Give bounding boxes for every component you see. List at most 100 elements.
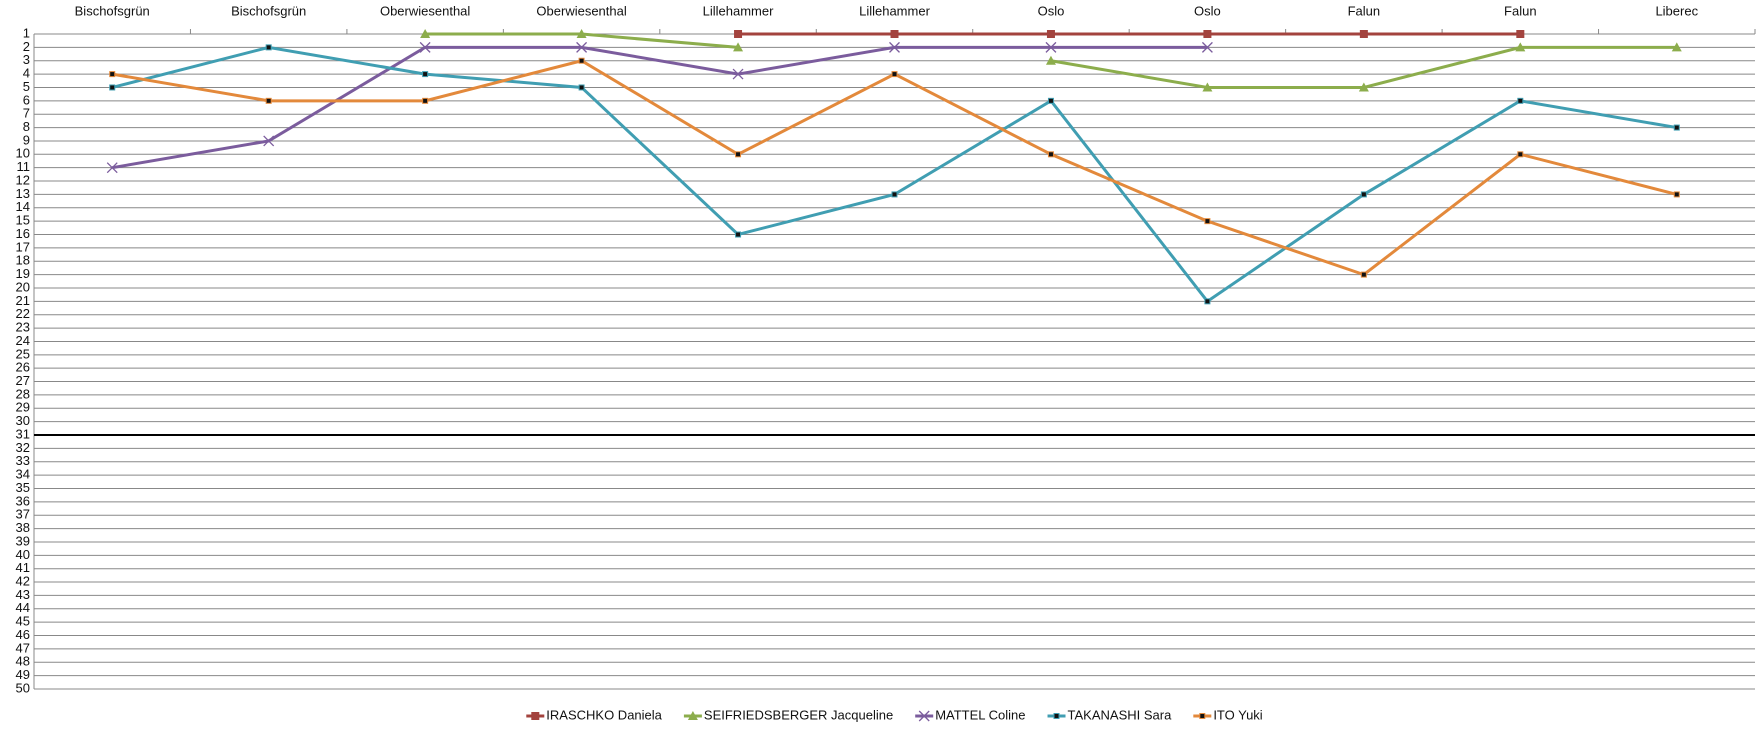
marker — [1515, 42, 1526, 52]
x-tick-label: Bischofsgrün — [75, 3, 150, 18]
marker — [1046, 30, 1055, 38]
y-tick-label: 11 — [17, 159, 31, 174]
y-tick-label: 47 — [16, 640, 30, 655]
marker — [109, 84, 116, 91]
marker — [106, 162, 118, 174]
marker — [578, 84, 585, 91]
marker — [420, 29, 431, 38]
x-tick-label: Oberwiesenthal — [380, 3, 470, 18]
y-tick-label: 6 — [23, 92, 30, 107]
legend-label: MATTEL Coline — [935, 707, 1025, 722]
marker — [531, 712, 540, 720]
y-tick-label: 48 — [16, 654, 30, 669]
marker — [890, 30, 899, 38]
y-tick-label: 14 — [16, 199, 30, 214]
marker — [265, 44, 272, 51]
marker — [422, 97, 429, 104]
y-tick-label: 42 — [16, 573, 30, 588]
y-tick-label: 27 — [16, 373, 30, 388]
y-tick-label: 37 — [16, 507, 30, 522]
marker — [735, 151, 742, 158]
marker — [1047, 151, 1054, 158]
legend-label: ITO Yuki — [1213, 707, 1262, 722]
y-tick-label: 15 — [16, 213, 30, 228]
y-tick-label: 40 — [16, 547, 30, 562]
marker — [891, 191, 898, 198]
y-tick-label: 2 — [23, 39, 30, 54]
y-tick-label: 18 — [16, 253, 30, 268]
marker — [1360, 191, 1367, 198]
marker — [732, 68, 744, 80]
y-tick-label: 43 — [16, 587, 30, 602]
marker — [1517, 151, 1524, 158]
y-tick-label: 20 — [16, 279, 30, 294]
marker — [1517, 97, 1524, 104]
marker — [1673, 124, 1680, 131]
y-tick-label: 35 — [16, 480, 30, 495]
y-tick-label: 1 — [23, 25, 30, 40]
marker — [891, 71, 898, 78]
y-tick-label: 30 — [16, 413, 30, 428]
y-tick-label: 46 — [16, 627, 30, 642]
marker — [422, 71, 429, 78]
marker — [1671, 42, 1682, 52]
marker — [1516, 30, 1525, 38]
y-tick-label: 19 — [16, 266, 30, 281]
y-tick-label: 21 — [16, 293, 30, 308]
marker — [735, 231, 742, 238]
marker — [109, 71, 116, 78]
y-tick-label: 13 — [16, 186, 30, 201]
y-tick-label: 25 — [16, 346, 30, 361]
marker — [734, 30, 743, 38]
marker — [578, 57, 585, 64]
y-tick-label: 31 — [16, 426, 30, 441]
marker — [687, 711, 698, 720]
marker — [1204, 298, 1211, 305]
marker — [1053, 713, 1060, 719]
x-tick-label: Oberwiesenthal — [536, 3, 626, 18]
y-tick-label: 3 — [23, 52, 30, 67]
x-tick-label: Lillehammer — [859, 3, 930, 18]
marker — [1204, 218, 1211, 225]
marker — [918, 710, 930, 722]
y-tick-label: 44 — [16, 600, 30, 615]
y-tick-label: 17 — [16, 239, 30, 254]
y-tick-label: 16 — [16, 226, 30, 241]
legend-label: IRASCHKO Daniela — [546, 707, 662, 722]
marker — [419, 41, 431, 53]
marker — [576, 41, 588, 53]
x-tick-label: Bischofsgrün — [231, 3, 306, 18]
marker — [1045, 41, 1057, 53]
x-tick-label: Oslo — [1038, 3, 1065, 18]
y-tick-label: 34 — [16, 467, 30, 482]
y-tick-label: 7 — [23, 106, 30, 121]
series-line — [111, 45, 1678, 304]
y-tick-label: 23 — [16, 320, 30, 335]
marker — [1358, 82, 1369, 92]
y-tick-label: 12 — [16, 172, 30, 187]
y-tick-label: 32 — [16, 440, 30, 455]
y-tick-label: 8 — [23, 119, 30, 134]
marker — [1047, 97, 1054, 104]
marker — [263, 135, 275, 147]
y-tick-label: 39 — [16, 533, 30, 548]
y-tick-label: 28 — [16, 386, 30, 401]
marker — [1360, 271, 1367, 278]
y-tick-label: 41 — [16, 560, 30, 575]
y-tick-label: 49 — [16, 667, 30, 682]
marker — [1359, 30, 1368, 38]
y-tick-label: 26 — [16, 360, 30, 375]
marker — [733, 42, 744, 52]
marker — [1202, 82, 1213, 92]
marker — [889, 41, 900, 53]
y-tick-label: 45 — [16, 614, 30, 629]
y-tick-label: 29 — [16, 400, 30, 415]
y-tick-label: 5 — [23, 79, 30, 94]
y-tick-label: 22 — [16, 306, 30, 321]
marker — [1199, 713, 1206, 719]
marker — [1201, 41, 1213, 53]
x-tick-label: Oslo — [1194, 3, 1221, 18]
x-tick-label: Falun — [1348, 3, 1381, 18]
y-tick-label: 38 — [16, 520, 30, 535]
